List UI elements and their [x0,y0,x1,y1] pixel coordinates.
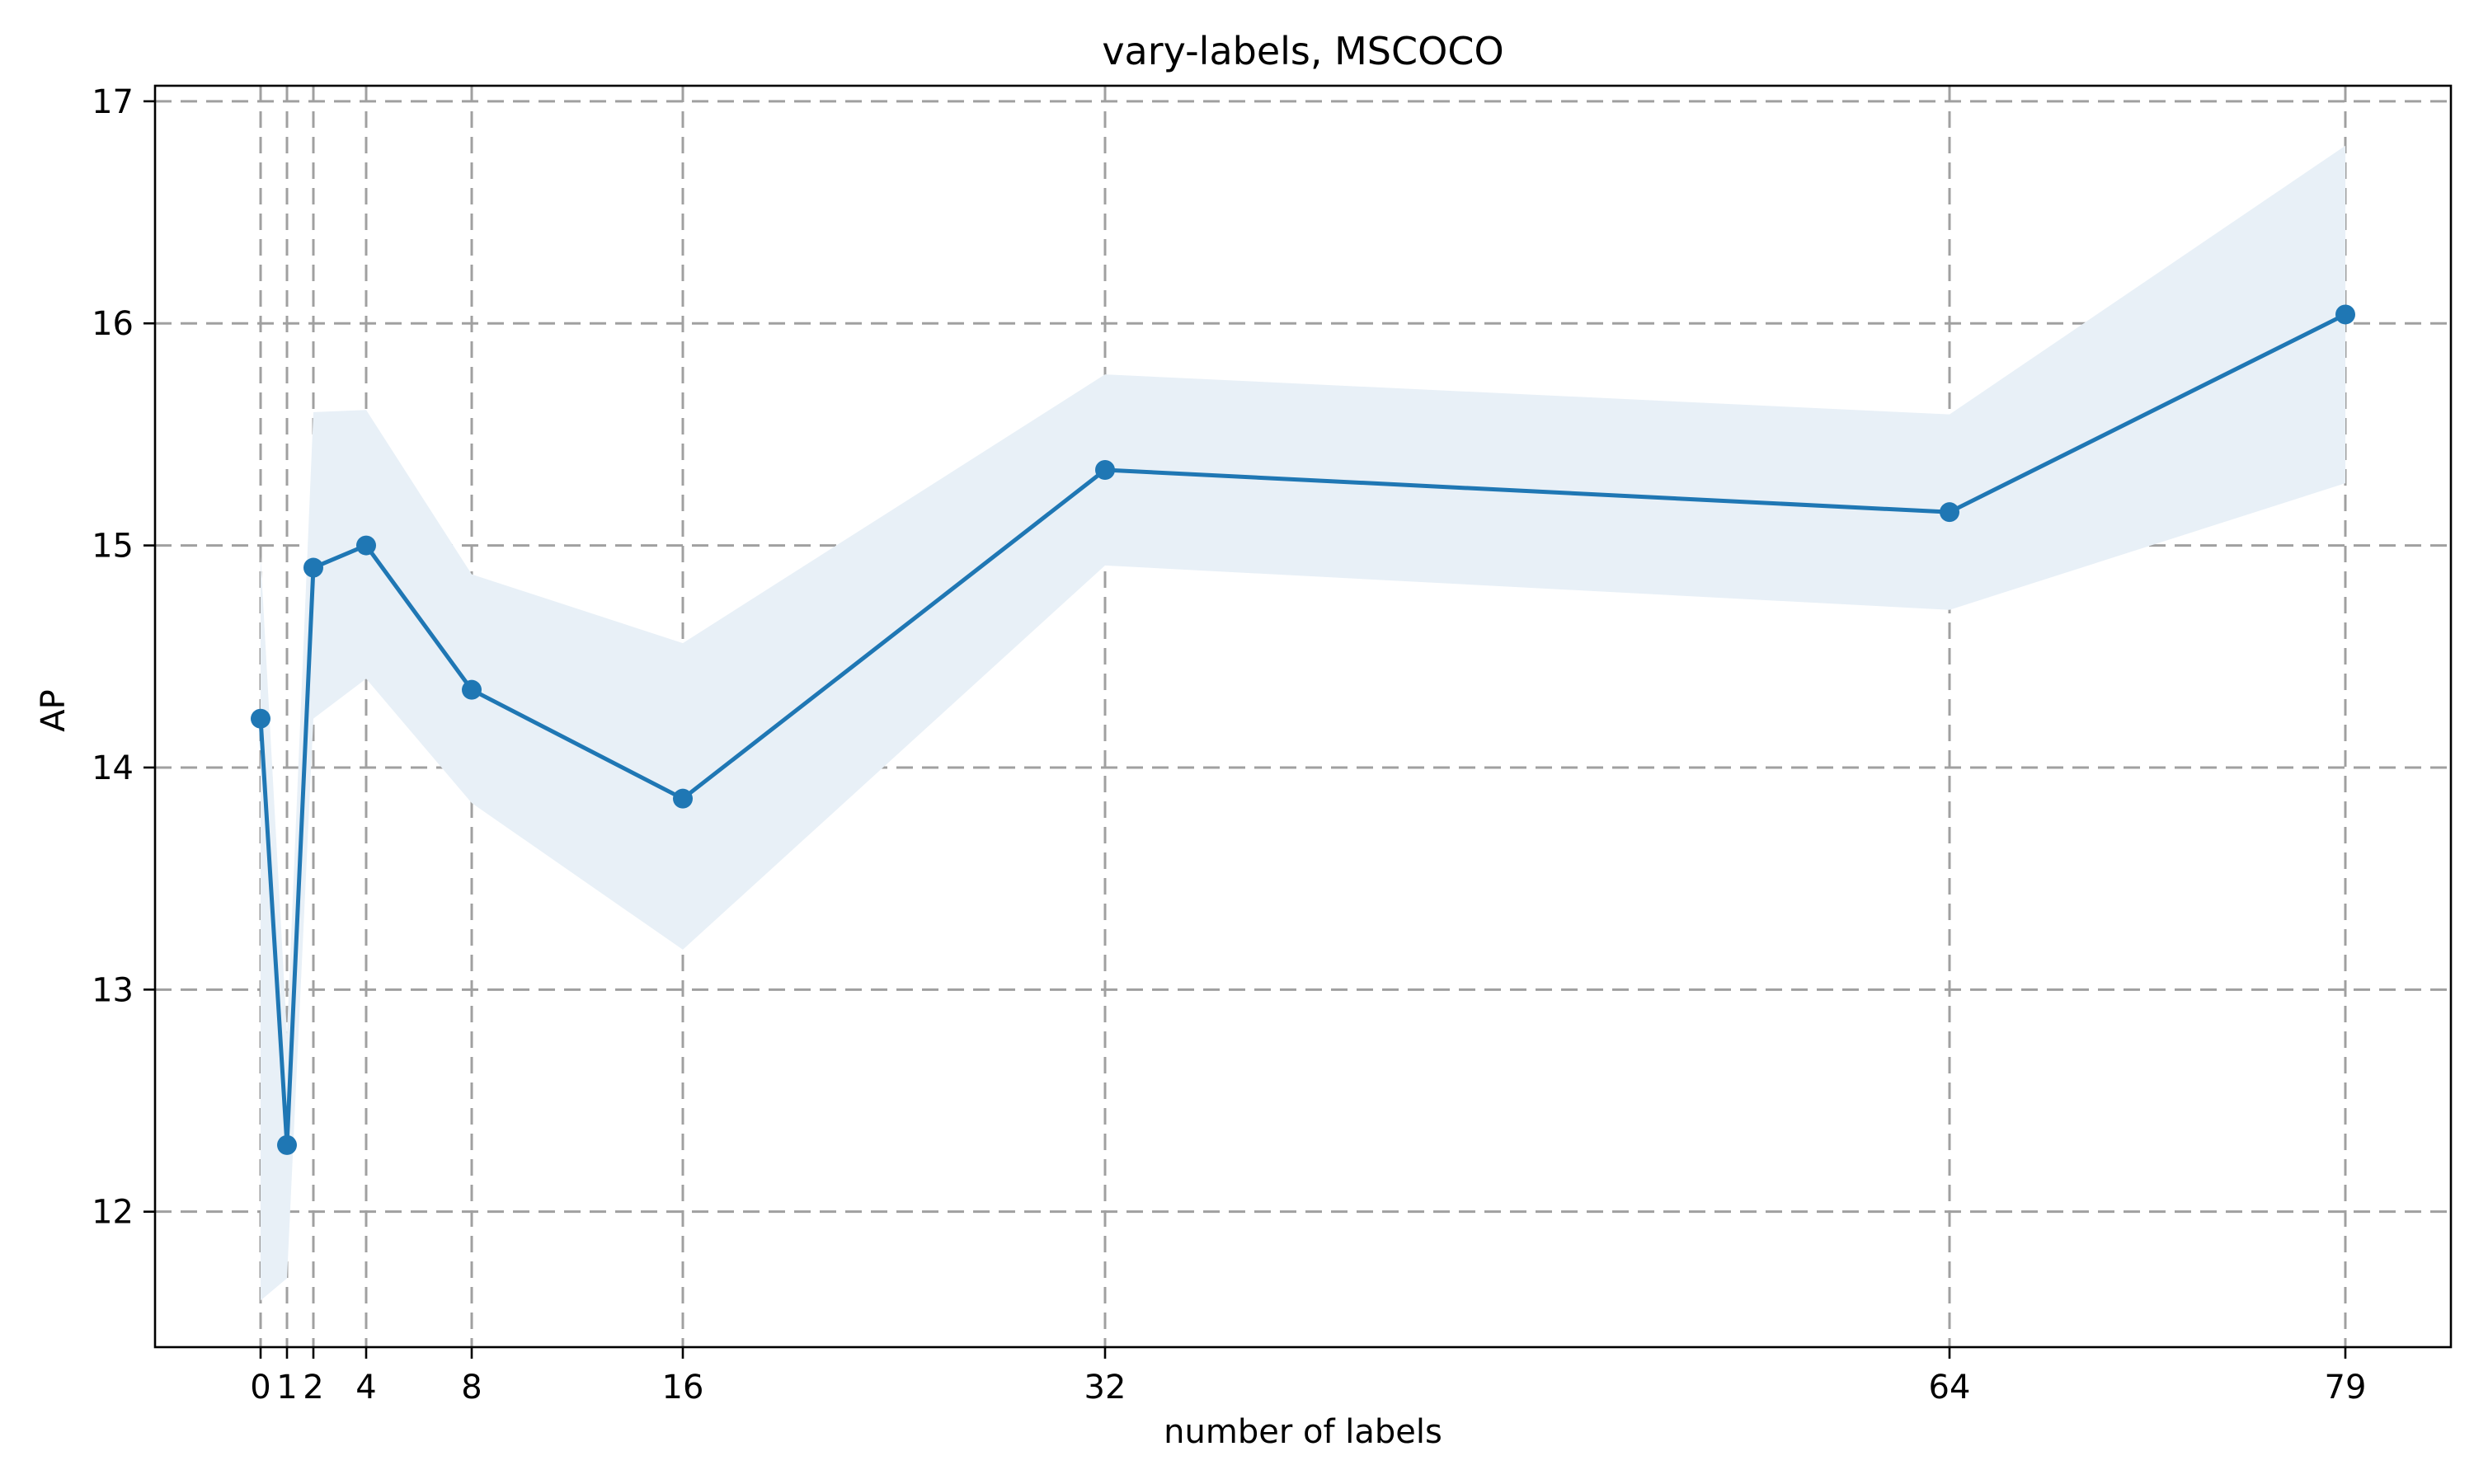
y-tick-label: 15 [92,528,134,566]
data-point [673,788,693,809]
x-tick-label: 64 [1929,1369,1971,1407]
x-tick-label: 8 [461,1369,482,1407]
y-axis: 12 13 14 15 16 17 [92,83,155,1232]
data-point [303,557,323,578]
x-tick-label: 2 [303,1369,323,1407]
data-point [277,1134,297,1155]
x-tick-label: 32 [1084,1369,1126,1407]
x-tick-label: 16 [662,1369,704,1407]
y-tick-label: 12 [92,1194,134,1232]
confidence-band-area [261,145,2345,1301]
data-point [1095,460,1115,481]
y-tick-label: 17 [92,83,134,121]
x-tick-label: 4 [355,1369,376,1407]
data-point [2335,304,2355,325]
x-tick-label: 79 [2325,1369,2367,1407]
y-axis-label: AP [35,689,73,731]
x-axis-label: number of labels [1164,1413,1442,1451]
x-axis: 0 1 2 4 8 16 32 64 79 [250,1347,2366,1407]
data-point [462,679,482,700]
x-tick-label: 1 [276,1369,297,1407]
y-tick-label: 16 [92,305,134,343]
data-point [251,708,270,729]
data-point [356,535,376,556]
data-points [251,304,2355,1155]
data-point [1940,502,1959,523]
x-tick-label: 0 [250,1369,270,1407]
confidence-band [261,145,2345,1301]
y-tick-label: 13 [92,971,134,1009]
y-tick-label: 14 [92,749,134,787]
plot-frame [153,84,2453,1349]
chart-title: vary-labels, MSCOCO [1102,29,1503,73]
